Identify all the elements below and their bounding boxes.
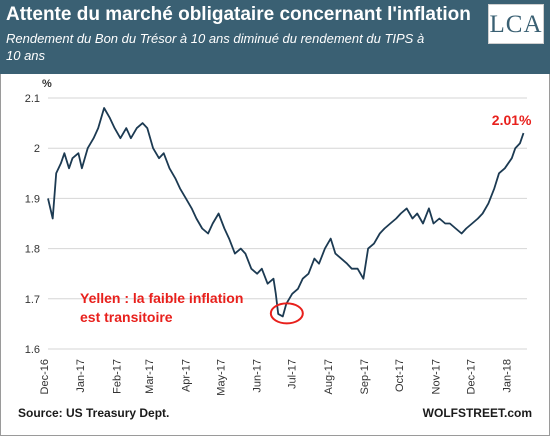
x-axis: Dec-16 Jan-17 Feb-17 Mar-17 Apr-17 May-17 Jun-…	[39, 359, 514, 396]
series-line	[47, 107, 525, 318]
yellen-circle	[269, 302, 304, 325]
chart-subtitle: Rendement du Bon du Trésor à 10 ans dimi…	[6, 31, 425, 63]
x-tick-label: Nov-17	[430, 359, 442, 394]
y-axis: 1.6 1.7 1.8 1.9 2 2.1	[25, 93, 40, 356]
end-value-label: 2.01%	[492, 112, 532, 128]
x-tick-label: Dec-17	[465, 359, 477, 394]
y-tick-label: 2.1	[25, 93, 40, 105]
y-tick-label: 1.9	[25, 193, 40, 205]
y-tick-label: 1.6	[25, 344, 40, 356]
header-banner: Attente du marché obligataire concernant…	[0, 0, 550, 74]
x-tick-label: Mar-17	[144, 359, 156, 394]
x-tick-label: Apr-17	[180, 359, 192, 392]
y-tick-label: 2	[34, 143, 40, 155]
source-note: Source: US Treasury Dept.	[18, 406, 170, 420]
x-tick-label: Dec-16	[39, 359, 51, 394]
y-axis-unit: %	[42, 78, 52, 90]
gridlines	[48, 97, 527, 350]
yellen-annotation-line1: Yellen : la faible inflation	[80, 290, 243, 306]
lca-logo: LCA	[488, 4, 544, 44]
y-tick-label: 1.8	[25, 244, 40, 256]
x-tick-label: Sep-17	[359, 359, 371, 394]
credit-note: WOLFSTREET.com	[422, 406, 532, 420]
y-tick-label: 1.7	[25, 294, 40, 306]
x-tick-label: Jun-17	[252, 359, 264, 393]
yellen-annotation-line2: est transitoire	[80, 309, 173, 325]
x-tick-label: Oct-17	[394, 359, 406, 392]
x-tick-label: Jan-18	[502, 359, 514, 393]
x-tick-label: Aug-17	[323, 359, 335, 394]
chart-title: Attente du marché obligataire concernant…	[6, 4, 471, 25]
line-chart: 1.6 1.7 1.8 1.9 2 2.1 Dec-16 Jan-17 Feb-17 Mar-1…	[25, 78, 532, 396]
x-tick-label: May-17	[215, 359, 227, 396]
x-tick-label: Feb-17	[111, 359, 123, 394]
x-tick-label: Jul-17	[287, 359, 299, 389]
x-tick-label: Jan-17	[75, 359, 87, 393]
